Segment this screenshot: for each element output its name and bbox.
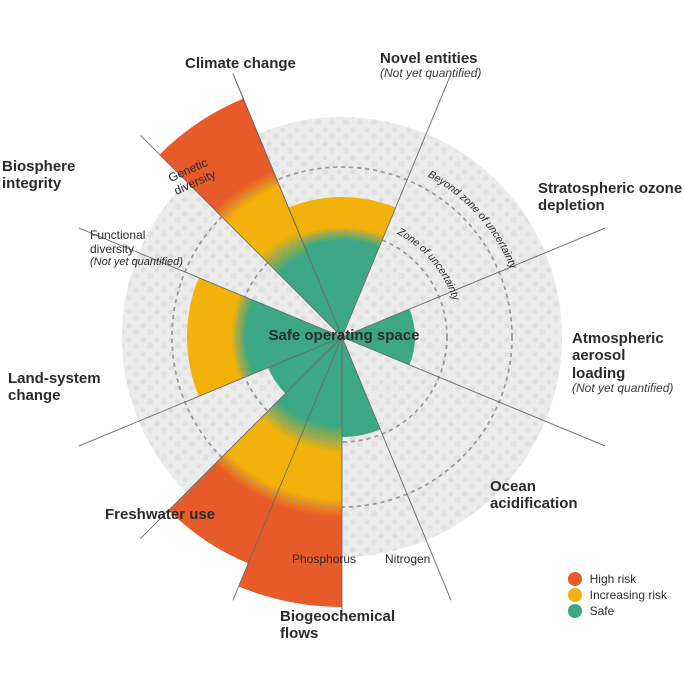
- swatch-increasing: [568, 588, 582, 602]
- label-land_system: Land-systemchange: [8, 370, 101, 405]
- sublabel-biogeochemical-0: Nitrogen: [385, 552, 430, 566]
- center-label: Safe operating space: [264, 327, 424, 344]
- label-biosphere: Biosphereintegrity: [2, 158, 75, 193]
- label-biogeochemical: Biogeochemicalflows: [280, 608, 395, 643]
- label-aerosol: Atmosphericaerosolloading(Not yet quanti…: [572, 330, 673, 396]
- swatch-safe: [568, 604, 582, 618]
- legend-increasing: Increasing risk: [568, 588, 667, 602]
- swatch-high: [568, 572, 582, 586]
- label-ocean_acid: Oceanacidification: [490, 478, 578, 513]
- legend-high-label: High risk: [590, 572, 637, 586]
- legend-safe-label: Safe: [590, 604, 615, 618]
- legend-high: High risk: [568, 572, 667, 586]
- label-climate_change: Climate change: [185, 55, 296, 72]
- label-novel_entities: Novel entities(Not yet quantified): [380, 50, 481, 81]
- legend: High risk Increasing risk Safe: [568, 570, 667, 620]
- legend-safe: Safe: [568, 604, 667, 618]
- sublabel-biogeochemical-1: Phosphorus: [292, 552, 356, 566]
- planetary-boundaries-chart: Zone of uncertaintyBeyond zone of uncert…: [0, 0, 685, 674]
- label-ozone: Stratospheric ozonedepletion: [538, 180, 682, 215]
- sublabel-biosphere-0: Functionaldiversity(Not yet quantified): [90, 228, 183, 268]
- label-freshwater: Freshwater use: [105, 506, 215, 523]
- legend-increasing-label: Increasing risk: [590, 588, 667, 602]
